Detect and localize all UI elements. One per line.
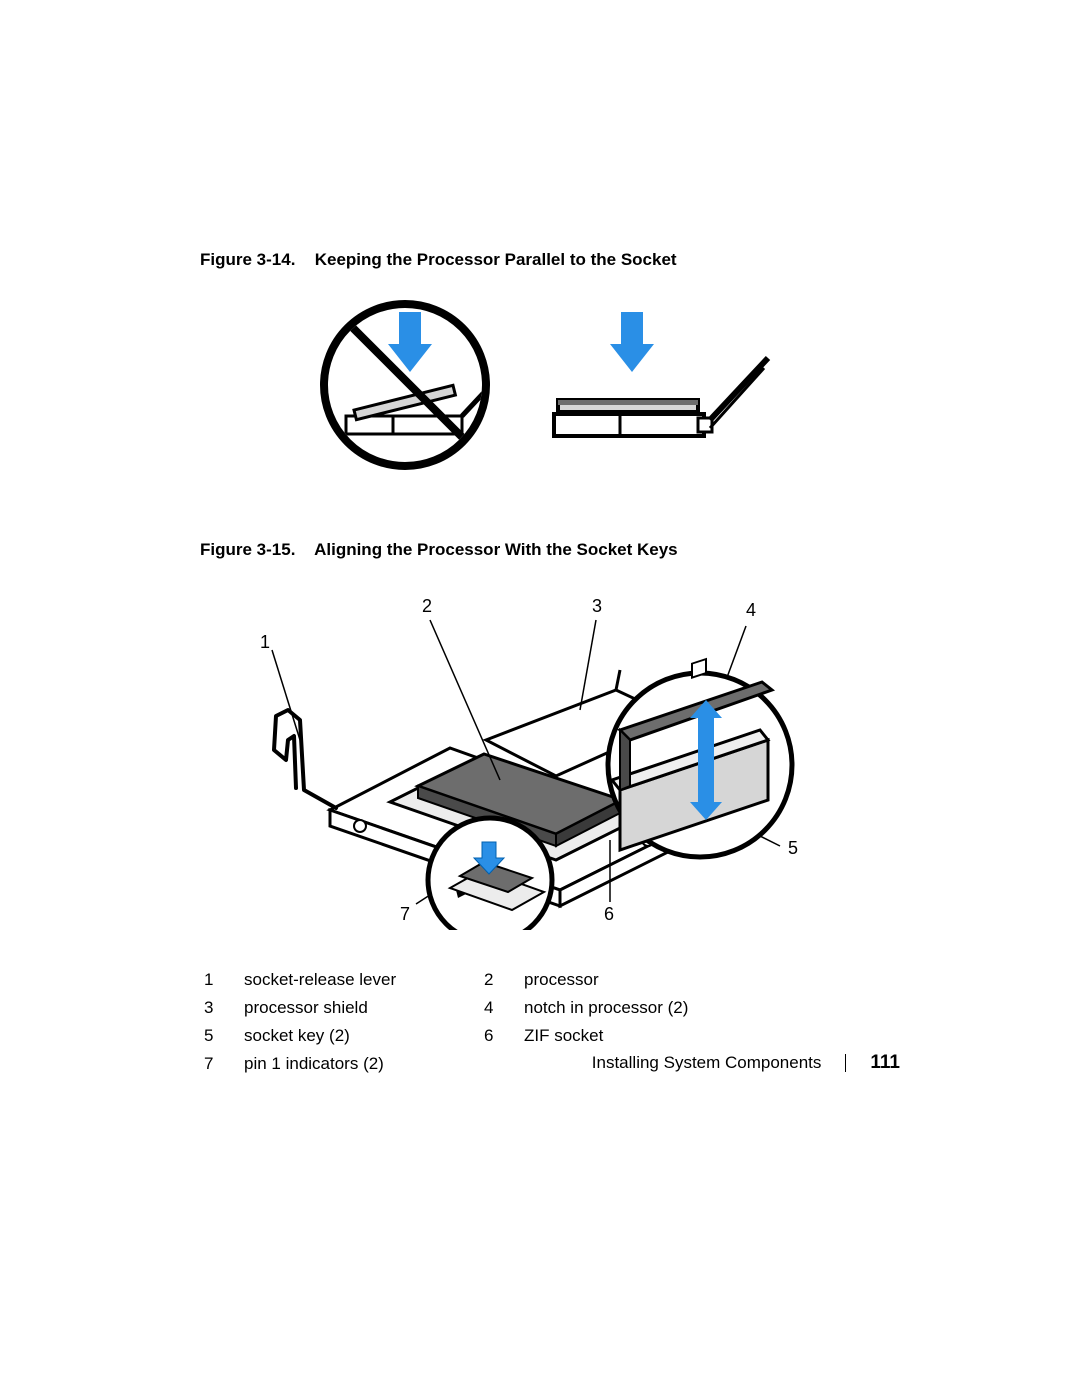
figure-3-15-diagram: 1 2 3 4 5 6 7 [260, 590, 820, 930]
callout-5: 5 [788, 838, 798, 859]
callout-1: 1 [260, 632, 270, 653]
legend-label: notch in processor (2) [524, 998, 754, 1018]
callout-7: 7 [400, 904, 410, 925]
socket-assembly-illustration [260, 590, 820, 930]
callout-3: 3 [592, 596, 602, 617]
down-arrow-icon [610, 312, 654, 372]
legend-label: ZIF socket [524, 1026, 754, 1046]
page-number: 111 [870, 1052, 900, 1074]
callout-4: 4 [746, 600, 756, 621]
figure-number: Figure 3-14. [200, 250, 310, 270]
legend-num: 3 [204, 998, 234, 1018]
down-arrow-icon [388, 312, 432, 372]
figure-number: Figure 3-15. [200, 540, 310, 560]
manual-page: Figure 3-14. Keeping the Processor Paral… [0, 0, 1080, 1397]
double-arrow-icon [690, 700, 722, 820]
figure-3-14-diagram [280, 300, 800, 480]
page-footer: Installing System Components 111 [592, 1052, 900, 1074]
legend-num: 5 [204, 1026, 234, 1046]
callout-2: 2 [422, 596, 432, 617]
legend-label: socket-release lever [244, 970, 474, 990]
correct-insert-illustration [550, 310, 780, 480]
legend-num: 7 [204, 1054, 234, 1074]
figure-title: Keeping the Processor Parallel to the So… [315, 250, 677, 269]
legend-label: pin 1 indicators (2) [244, 1054, 474, 1074]
legend-label: socket key (2) [244, 1026, 474, 1046]
callout-6: 6 [604, 904, 614, 925]
legend-num: 2 [484, 970, 514, 990]
figure-title: Aligning the Processor With the Socket K… [314, 540, 678, 559]
legend-label: processor shield [244, 998, 474, 1018]
footer-divider-icon [845, 1054, 846, 1072]
figure-caption-3-14: Figure 3-14. Keeping the Processor Paral… [200, 250, 910, 270]
legend-num: 1 [204, 970, 234, 990]
footer-section: Installing System Components [592, 1053, 822, 1073]
legend-label: processor [524, 970, 754, 990]
legend-num: 6 [484, 1026, 514, 1046]
figure-caption-3-15: Figure 3-15. Aligning the Processor With… [200, 540, 910, 560]
legend-num: 4 [484, 998, 514, 1018]
